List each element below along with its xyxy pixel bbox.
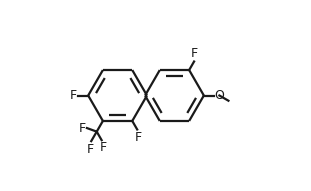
Text: F: F — [79, 121, 86, 134]
Text: F: F — [134, 131, 142, 144]
Text: F: F — [69, 89, 77, 102]
Text: F: F — [87, 143, 94, 156]
Text: F: F — [191, 47, 198, 60]
Text: F: F — [100, 141, 107, 154]
Text: O: O — [214, 89, 224, 102]
